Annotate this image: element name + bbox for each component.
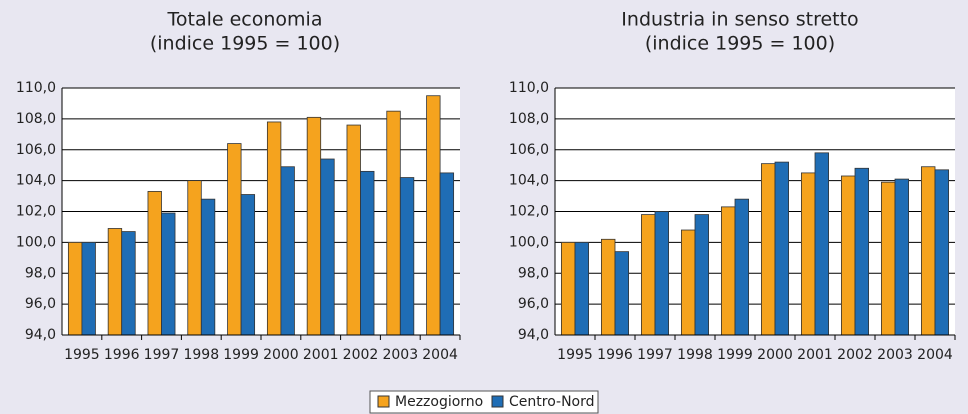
x-tick-label: 1999	[223, 347, 259, 363]
bar	[399, 177, 415, 336]
chart-subtitle: (indice 1995 = 100)	[150, 33, 340, 55]
x-tick-label: 2001	[797, 347, 833, 363]
y-tick-label: 98,0	[518, 265, 549, 281]
x-tick-label: 1998	[677, 347, 713, 363]
bar	[280, 166, 295, 336]
y-tick-label: 96,0	[518, 296, 549, 312]
bar	[240, 194, 256, 336]
bar	[346, 124, 361, 336]
bar	[881, 181, 896, 336]
y-tick-label: 100,0	[16, 234, 56, 250]
y-tick-label: 102,0	[509, 204, 549, 220]
x-tick-label: 1996	[104, 347, 140, 363]
bar	[386, 110, 401, 336]
y-tick-label: 102,0	[16, 204, 56, 220]
legend-swatch	[491, 395, 504, 408]
x-tick-label: 2001	[303, 347, 339, 363]
x-tick-label: 1995	[64, 347, 100, 363]
x-tick-label: 2002	[343, 347, 379, 363]
bar	[306, 116, 322, 336]
bar	[360, 170, 375, 336]
x-tick-label: 2003	[382, 347, 418, 363]
bar	[147, 191, 162, 336]
bar	[761, 163, 776, 336]
bar	[67, 241, 83, 336]
bar	[227, 143, 242, 336]
x-tick-label: 1996	[597, 347, 633, 363]
y-tick-label: 106,0	[509, 142, 549, 158]
y-tick-label: 104,0	[16, 173, 56, 189]
x-tick-label: 2004	[422, 347, 458, 363]
legend-label: Centro-Nord	[509, 394, 595, 410]
bar	[601, 238, 616, 336]
bar	[854, 167, 870, 336]
chart-title: Totale economia	[167, 9, 323, 31]
bar	[121, 231, 136, 336]
y-tick-label: 110,0	[509, 80, 549, 96]
bar	[614, 251, 630, 336]
bar	[81, 241, 96, 336]
y-tick-label: 110,0	[16, 80, 56, 96]
bar	[774, 161, 790, 336]
bar	[320, 158, 335, 336]
x-tick-label: 1997	[144, 347, 180, 363]
bar	[200, 198, 216, 336]
bar	[641, 214, 656, 336]
x-tick-label: 2003	[877, 347, 913, 363]
chart-title: Industria in senso stretto	[621, 9, 858, 31]
y-tick-label: 100,0	[509, 234, 549, 250]
y-tick-label: 106,0	[16, 142, 56, 158]
y-tick-label: 104,0	[509, 173, 549, 189]
bar	[654, 211, 670, 336]
x-tick-label: 1995	[557, 347, 593, 363]
bar	[734, 198, 750, 336]
bar	[439, 172, 455, 336]
y-tick-label: 94,0	[25, 327, 56, 343]
bar	[841, 175, 856, 336]
y-tick-label: 98,0	[25, 265, 56, 281]
bar	[721, 206, 736, 336]
x-tick-label: 1997	[637, 347, 673, 363]
bar	[921, 166, 936, 336]
x-tick-label: 1999	[717, 347, 753, 363]
bar	[561, 241, 576, 336]
bar	[694, 214, 710, 336]
legend-swatch	[377, 395, 390, 408]
bar	[426, 95, 441, 336]
bar	[161, 212, 176, 336]
x-tick-label: 1998	[183, 347, 219, 363]
x-tick-label: 2000	[263, 347, 299, 363]
bar	[801, 172, 816, 336]
bar	[814, 152, 830, 336]
legend-label: Mezzogiorno	[395, 394, 483, 410]
x-tick-label: 2000	[757, 347, 793, 363]
bar	[894, 178, 910, 336]
y-tick-label: 96,0	[25, 296, 56, 312]
x-tick-label: 2004	[917, 347, 953, 363]
legend-box	[369, 390, 599, 414]
bar	[187, 180, 202, 336]
chart-subtitle: (indice 1995 = 100)	[645, 33, 835, 55]
x-tick-label: 2002	[837, 347, 873, 363]
bar	[681, 229, 696, 336]
y-tick-label: 108,0	[509, 111, 549, 127]
bar	[574, 241, 590, 336]
bar	[107, 228, 123, 336]
bar	[934, 169, 950, 336]
y-tick-label: 94,0	[518, 327, 549, 343]
bar	[266, 121, 282, 336]
y-tick-label: 108,0	[16, 111, 56, 127]
